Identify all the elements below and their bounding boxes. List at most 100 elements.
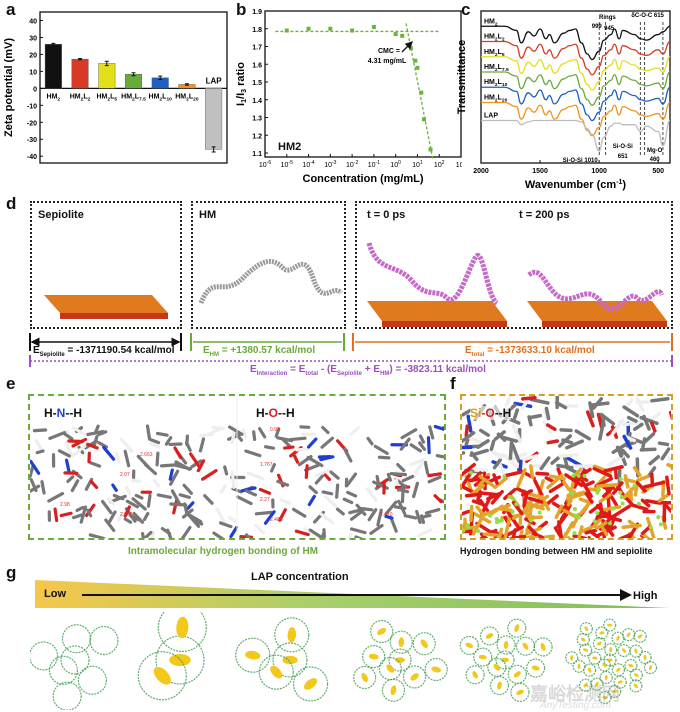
mg-atom — [658, 522, 663, 527]
bond-stick — [88, 533, 106, 538]
hm-bond-stick — [508, 440, 514, 460]
micelle — [599, 670, 613, 685]
bond-stick — [389, 471, 408, 477]
bond-stick — [66, 475, 75, 483]
micelle — [388, 648, 412, 672]
x-tick-label: 1500 — [532, 168, 548, 175]
mg-atom — [608, 521, 613, 526]
adsorption-snapshots-image — [366, 242, 667, 327]
bond-stick — [274, 427, 281, 438]
y-tick-label: -10 — [27, 103, 37, 110]
sepiolite-bond-stick — [623, 477, 636, 484]
bond-stick — [241, 428, 248, 439]
hm-bond-stick — [574, 429, 591, 441]
mg-atom — [571, 473, 576, 478]
sepiolite-bond-stick — [503, 517, 511, 538]
annotation-coc: δC-O-C 615 — [631, 13, 664, 19]
sepiolite-bond-stick — [462, 522, 467, 535]
bond-stick — [409, 443, 423, 453]
series-HM2L2 — [480, 40, 671, 76]
panel-label-g: g — [6, 563, 17, 582]
mg-atom — [576, 473, 581, 478]
bond-stick — [396, 484, 408, 492]
lap-platelet — [282, 655, 298, 665]
sepiolite-bond-stick — [635, 480, 647, 493]
t0-title: t = 0 ps — [367, 209, 406, 221]
micelle — [137, 651, 187, 701]
panel-label-e: e — [6, 374, 16, 393]
micelle — [48, 655, 79, 685]
hm-bond-stick — [591, 397, 604, 410]
hm-bond-stick — [649, 421, 657, 433]
bond-stick — [71, 444, 87, 458]
bond-stick — [35, 449, 45, 455]
mg-atom — [595, 490, 600, 495]
bond-stick — [48, 430, 67, 440]
lap-platelet — [386, 664, 395, 673]
hbond-distance: 2.410 — [380, 512, 393, 518]
error-bar — [158, 75, 163, 81]
bond-stick — [229, 525, 239, 538]
lap-platelet — [626, 632, 631, 637]
mg-atom — [648, 525, 653, 530]
bond-stick — [427, 472, 443, 478]
hm-bond-stick — [462, 408, 472, 417]
x-tick-label: 1000 — [591, 168, 607, 175]
micelle — [381, 678, 406, 702]
data-point — [306, 26, 311, 31]
bond-stick — [164, 436, 173, 446]
y-tick-label: 0 — [33, 86, 37, 93]
legend-HM2: HM2 — [484, 18, 498, 27]
hbond-distance: 0.93 — [270, 427, 280, 433]
micelle — [487, 657, 507, 677]
bond-stick — [412, 481, 419, 499]
sepiolite-bond-stick — [548, 481, 566, 494]
bond-stick — [115, 451, 121, 464]
bond-stick — [397, 499, 407, 515]
sepiolite-bond-stick — [546, 494, 559, 505]
legend-LAP: LAP — [484, 113, 498, 120]
sepiolite-bond-stick — [493, 528, 498, 538]
hm-bond-stick — [657, 441, 670, 447]
hm-bond-stick — [467, 435, 484, 445]
sepiolite-title: Sepiolite — [38, 209, 84, 221]
sepiolite-bond-stick — [516, 468, 527, 488]
x-tick-label: 10-1 — [368, 160, 380, 169]
sepiolite-bond-stick — [640, 498, 651, 508]
x-tick-label: 102 — [434, 160, 445, 169]
sepiolite-bond-stick — [497, 527, 504, 538]
hm-bond-stick — [504, 396, 512, 408]
bond-stick — [367, 508, 378, 522]
lap-platelet — [503, 640, 509, 649]
bond-stick — [288, 436, 307, 442]
lap-platelet — [270, 665, 283, 679]
sepiolite-bond-stick — [621, 523, 642, 530]
mg-atom — [469, 470, 474, 475]
mg-atom — [511, 496, 516, 501]
micelle — [597, 658, 611, 672]
hm-bond-stick — [639, 447, 657, 452]
bond-stick — [232, 430, 244, 442]
bond-stick — [400, 428, 418, 440]
annotation-rings: Rings — [599, 15, 616, 21]
micelle — [507, 618, 527, 638]
hm-bond-stick — [510, 443, 521, 463]
y-tick-label: 1.4 — [252, 98, 262, 105]
mg-atom — [618, 476, 623, 481]
bond-stick — [123, 505, 131, 518]
sepiolite-bond-stick — [521, 498, 534, 514]
hm-bond-stick — [462, 431, 476, 444]
micelle — [579, 678, 593, 692]
lap-platelet — [592, 656, 598, 660]
bond-stick — [59, 511, 73, 518]
sepiolite-bond-stick — [601, 514, 623, 523]
sample-label: HM2 — [278, 141, 302, 153]
mg-atom — [572, 507, 577, 512]
y-axis-label: I1/I3 ratio — [235, 62, 248, 106]
hm-bond-stick — [545, 423, 557, 431]
bond-stick — [149, 438, 161, 445]
bond-stick — [354, 535, 364, 538]
bond-stick — [89, 479, 99, 490]
sepiolite-bond-stick — [644, 498, 663, 505]
mg-atom — [569, 491, 574, 496]
